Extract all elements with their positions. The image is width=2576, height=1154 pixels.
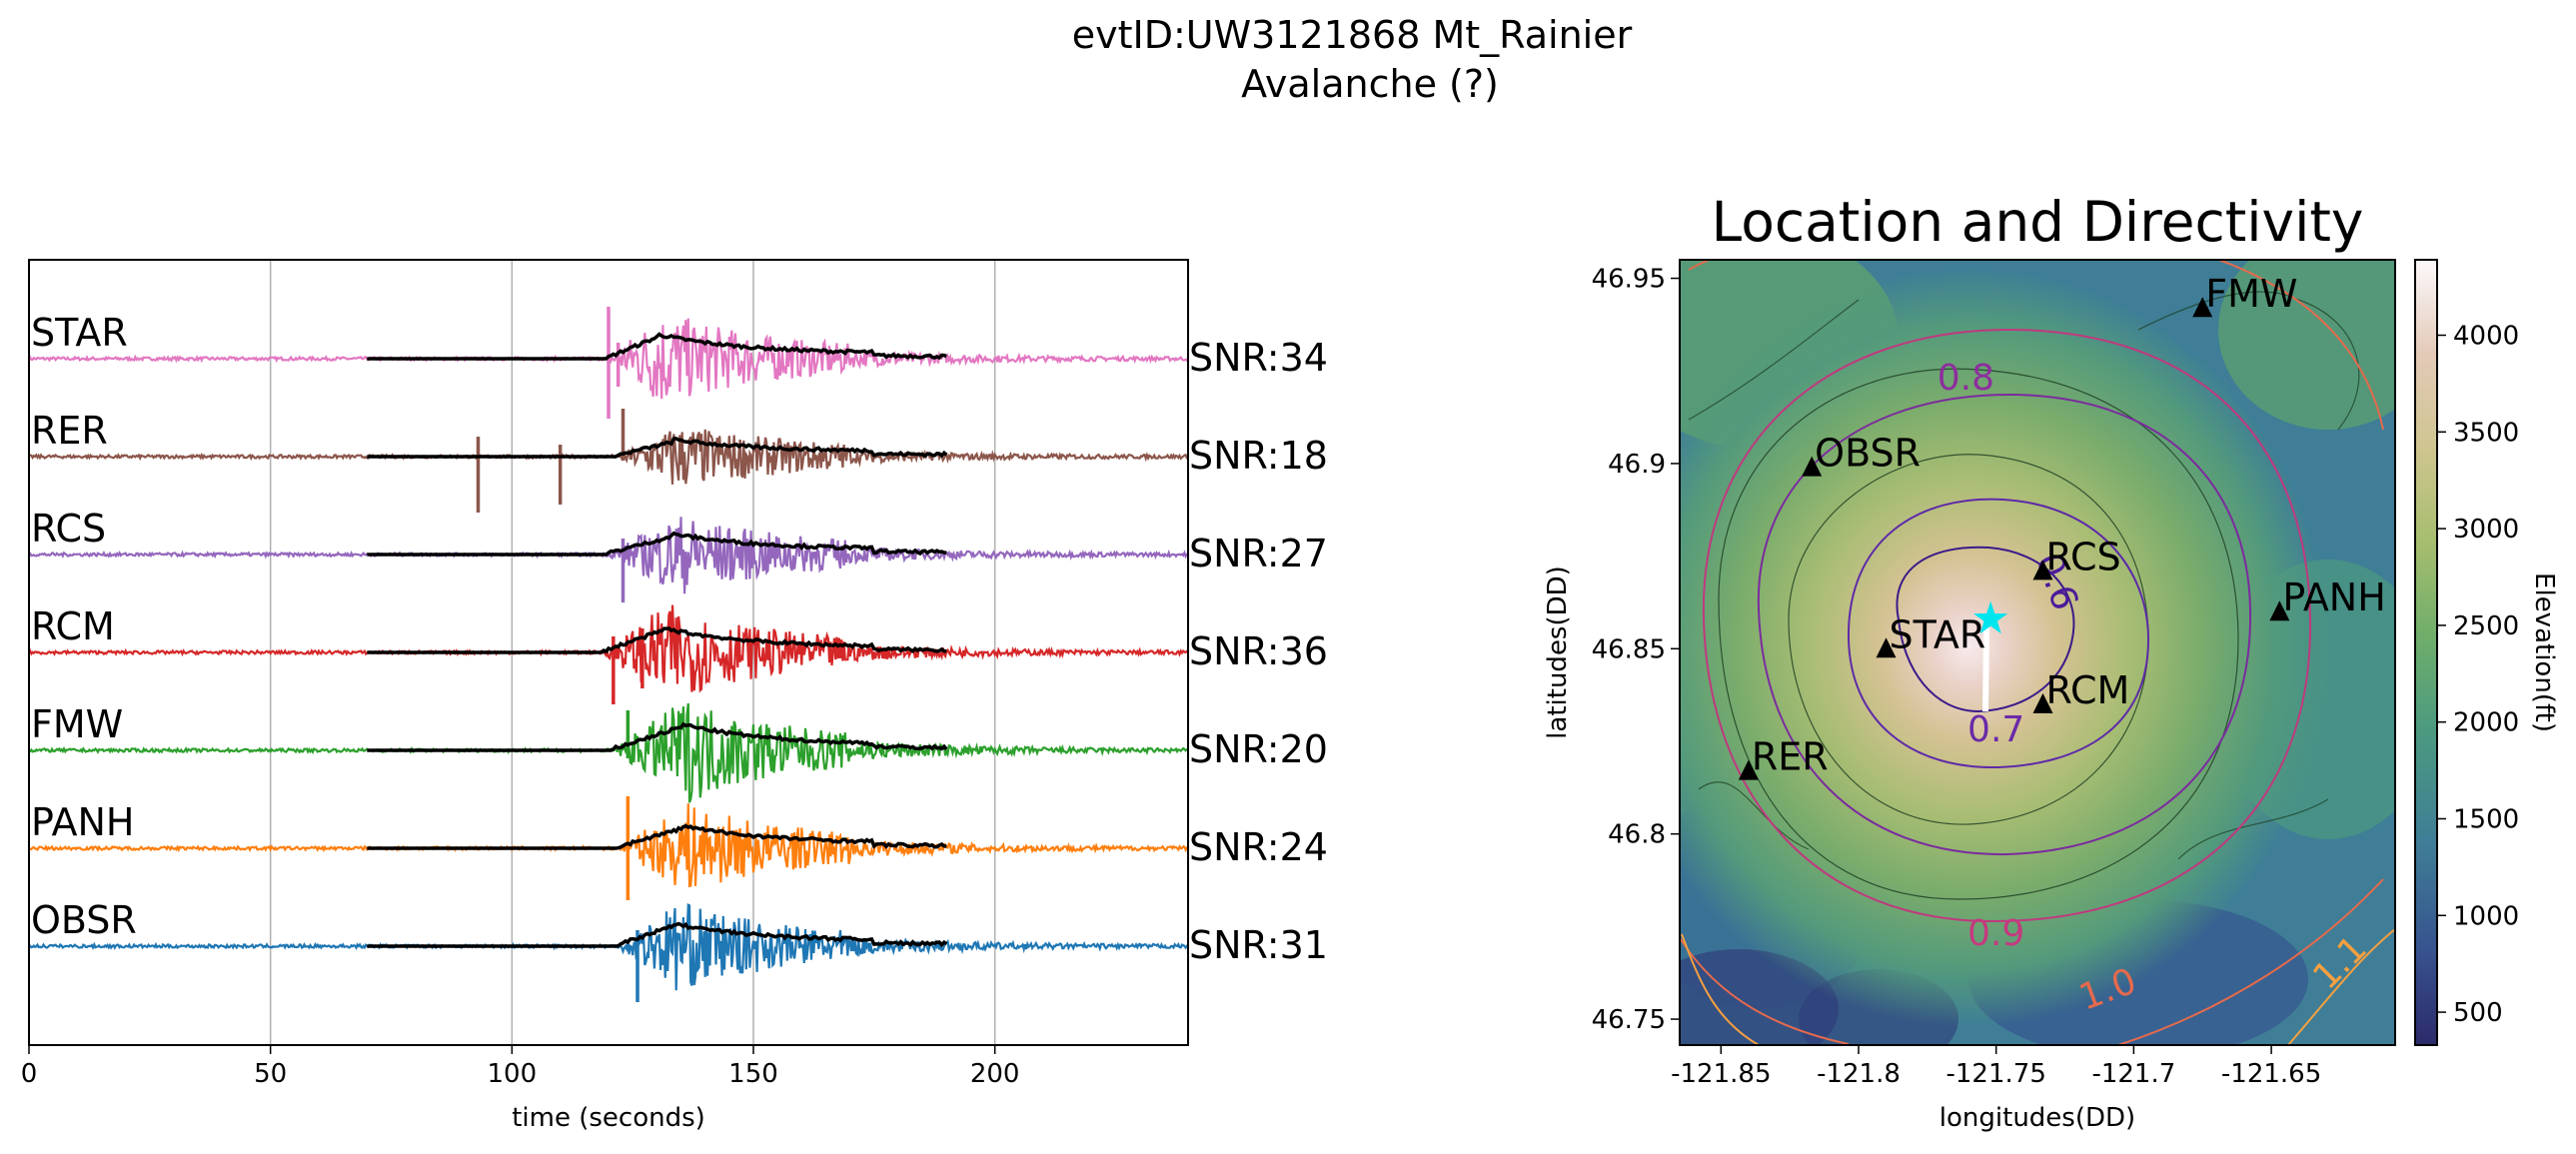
station-marker-FMW xyxy=(2192,297,2213,318)
x-tick-label: 200 xyxy=(970,1059,1020,1089)
map-station-label-STAR: STAR xyxy=(1890,612,1986,656)
seismogram-RCS xyxy=(28,517,1189,594)
envelope-RER xyxy=(367,437,948,459)
colorbar-tick-label: 4000 xyxy=(2453,322,2519,352)
station-label-RCS: RCS xyxy=(31,507,106,551)
snr-label-RCM: SNR:36 xyxy=(1189,629,1328,673)
source-direction-arrow xyxy=(1982,626,1989,712)
map-x-axis-label: longitudes(DD) xyxy=(1939,1103,2135,1133)
elevation-heatmap: 0.60.70.80.91.0 1.1 xyxy=(1680,260,2395,1045)
colorbar-tick-label: 1500 xyxy=(2453,804,2519,834)
directivity-contour-0.9 xyxy=(1702,328,2312,923)
x-tick-label: 0 xyxy=(21,1059,38,1089)
station-marker-OBSR xyxy=(1802,456,1823,477)
map-x-tick-label: -121.8 xyxy=(1817,1059,1901,1089)
x-tick-label: 150 xyxy=(728,1059,778,1089)
snr-label-PANH: SNR:24 xyxy=(1189,825,1328,869)
map-panel: Location and Directivity 0.60.70.80.91.0… xyxy=(1543,190,2559,1133)
map-y-axis-label: latitudes(DD) xyxy=(1543,566,1573,739)
station-label-FMW: FMW xyxy=(31,702,123,746)
colorbar-tick-label: 1000 xyxy=(2453,901,2519,931)
waveform-axes-frame xyxy=(28,259,1189,1046)
map-y-tick-label: 46.95 xyxy=(1592,265,1666,295)
map-x-tick-label: -121.7 xyxy=(2091,1059,2175,1089)
envelope-STAR xyxy=(367,332,947,361)
figure-subtitle: Avalanche (?) xyxy=(1241,62,1499,106)
map-station-label-RCS: RCS xyxy=(2046,535,2121,578)
map-y-ticks: 46.75 46.8 46.85 46.9 46.95 xyxy=(1592,265,1680,1035)
directivity-contour-0.8 xyxy=(1757,393,2252,856)
map-y-tick-label: 46.85 xyxy=(1592,634,1666,664)
directivity-contour-1.1 xyxy=(1681,928,2395,1045)
station-marker-STAR xyxy=(1876,637,1897,658)
envelope-RCS xyxy=(367,531,947,557)
colorbar-tick-label: 2500 xyxy=(2453,611,2519,641)
map-y-tick-label: 46.75 xyxy=(1592,1005,1666,1035)
colorbar-tick-label: 2000 xyxy=(2453,708,2519,738)
map-x-tick-label: -121.75 xyxy=(1946,1059,2046,1089)
terrain-patch xyxy=(2218,260,2395,430)
directivity-contour-0.6 xyxy=(1896,546,2075,713)
station-marker-RCM xyxy=(2032,692,2053,713)
map-title: Location and Directivity xyxy=(1712,190,2364,254)
contour-label: 0.7 xyxy=(1967,709,2024,750)
envelope-PANH xyxy=(367,823,947,850)
envelope-RCM xyxy=(367,626,947,654)
station-markers: FMW OBSR RCS PANH STAR RCM RER xyxy=(1738,272,2386,780)
directivity-contour-1.0 xyxy=(1680,260,2384,1045)
elevation-colorbar xyxy=(2414,259,2438,1046)
seismogram-RCM xyxy=(28,604,1189,693)
contour-label: 0.9 xyxy=(1967,913,2024,954)
map-station-label-OBSR: OBSR xyxy=(1815,432,1921,476)
station-label-PANH: PANH xyxy=(31,800,134,844)
elevation-contour xyxy=(1688,291,2360,860)
station-label-RCM: RCM xyxy=(31,604,115,648)
station-marker-PANH xyxy=(2269,600,2290,621)
map-y-tick-label: 46.9 xyxy=(1608,450,1666,480)
waveform-traces xyxy=(27,307,1190,1002)
snr-label-RCS: SNR:27 xyxy=(1189,532,1328,576)
map-station-label-FMW: FMW xyxy=(2205,272,2297,316)
elevation-contour xyxy=(1718,368,2239,900)
station-label-RER: RER xyxy=(31,409,108,453)
map-y-tick-label: 46.8 xyxy=(1608,820,1666,850)
map-station-label-RER: RER xyxy=(1752,735,1829,779)
waveform-x-ticks: 0 50 100 150 200 xyxy=(21,1045,1020,1089)
snr-label-STAR: SNR:34 xyxy=(1189,336,1328,380)
x-tick-label: 50 xyxy=(254,1059,287,1089)
mountain-relief xyxy=(1680,268,2328,1027)
snr-label-OBSR: SNR:31 xyxy=(1189,923,1328,967)
waveform-panel: 0 50 100 150 200 STAR SNR:34 RER SNR:18 RCS SNR:2… xyxy=(21,259,1328,1133)
waveform-x-axis-label: time (seconds) xyxy=(512,1103,705,1133)
envelope-OBSR xyxy=(367,921,948,948)
map-x-tick-label: -121.85 xyxy=(1671,1059,1771,1089)
x-tick-label: 100 xyxy=(488,1059,538,1089)
map-station-label-PANH: PANH xyxy=(2282,576,2385,619)
colorbar-tick-label: 500 xyxy=(2453,998,2503,1028)
map-x-tick-label: -121.65 xyxy=(2221,1059,2321,1089)
seismogram-FMW xyxy=(28,702,1189,803)
map-x-ticks: -121.85 -121.8 -121.75 -121.7 -121.65 xyxy=(1671,1045,2321,1089)
station-marker-RER xyxy=(1738,759,1759,780)
waveform-station-labels: STAR SNR:34 RER SNR:18 RCS SNR:27 RCM SNR:36 FMW… xyxy=(31,311,1328,967)
directivity-contour-0.7 xyxy=(1847,498,2150,769)
map-station-label-RCM: RCM xyxy=(2046,668,2130,712)
colorbar-ticks: 500 1000 1500 2000 2500 3000 3500 4000 xyxy=(2437,322,2519,1028)
envelope-FMW xyxy=(367,721,948,752)
source-star-icon xyxy=(1973,600,2008,634)
snr-label-RER: SNR:18 xyxy=(1189,434,1328,478)
map-axes-frame xyxy=(1679,259,2396,1046)
figure-title: evtID:UW3121868 Mt_Rainier xyxy=(1072,13,1633,57)
seismogram-PANH xyxy=(28,803,1189,888)
colorbar-tick-label: 3500 xyxy=(2453,418,2519,448)
station-label-OBSR: OBSR xyxy=(31,898,137,942)
colorbar-label: Elevation(ft) xyxy=(2529,573,2559,732)
station-label-STAR: STAR xyxy=(31,311,128,355)
source-location xyxy=(1973,600,2008,634)
contour-label: 0.8 xyxy=(1937,358,1994,399)
colorbar-tick-label: 3000 xyxy=(2453,515,2519,545)
station-marker-RCS xyxy=(2032,560,2053,580)
snr-label-FMW: SNR:20 xyxy=(1189,727,1328,771)
